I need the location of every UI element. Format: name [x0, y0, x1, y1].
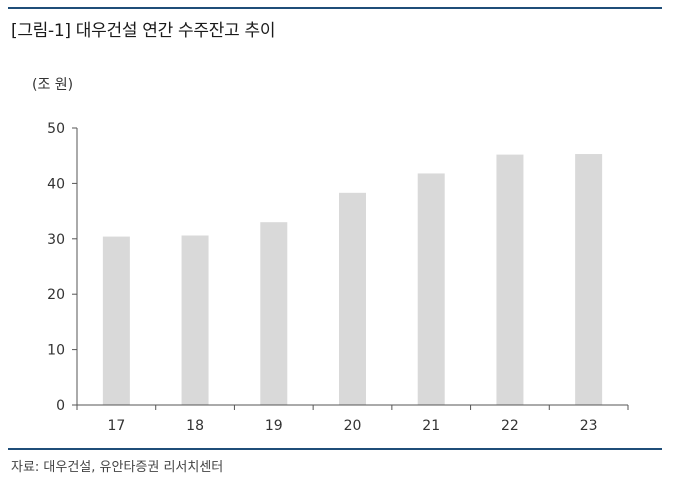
bar-20: [339, 192, 366, 405]
bar-22: [496, 154, 524, 405]
bar-17: [102, 236, 130, 405]
x-tick-label-23: 23: [580, 418, 598, 434]
x-tick-label-21: 21: [422, 418, 440, 434]
y-axis-unit-label: (조 원): [32, 77, 74, 93]
y-tick-label-20: 20: [47, 287, 65, 303]
y-tick-label-0: 0: [56, 398, 65, 414]
y-tick-label-10: 10: [47, 343, 65, 359]
y-tick-label-50: 50: [47, 121, 65, 137]
bar-19: [260, 222, 288, 405]
chart-title: [그림-1] 대우건설 연간 수주잔고 추이: [11, 21, 276, 41]
bar-21: [417, 173, 445, 405]
y-tick-label-40: 40: [47, 176, 65, 192]
bar-18: [181, 235, 209, 405]
y-tick-label-30: 30: [47, 232, 65, 248]
top-rule: [8, 7, 662, 9]
x-tick-label-20: 20: [344, 418, 362, 434]
source-note: 자료: 대우건설, 유안타증권 리서치센터: [11, 460, 224, 475]
x-tick-label-22: 22: [501, 418, 519, 434]
x-tick-label-19: 19: [265, 418, 283, 434]
bottom-rule: [8, 448, 662, 450]
bar-23: [575, 154, 603, 405]
x-tick-label-18: 18: [186, 418, 204, 434]
x-tick-label-17: 17: [107, 418, 125, 434]
